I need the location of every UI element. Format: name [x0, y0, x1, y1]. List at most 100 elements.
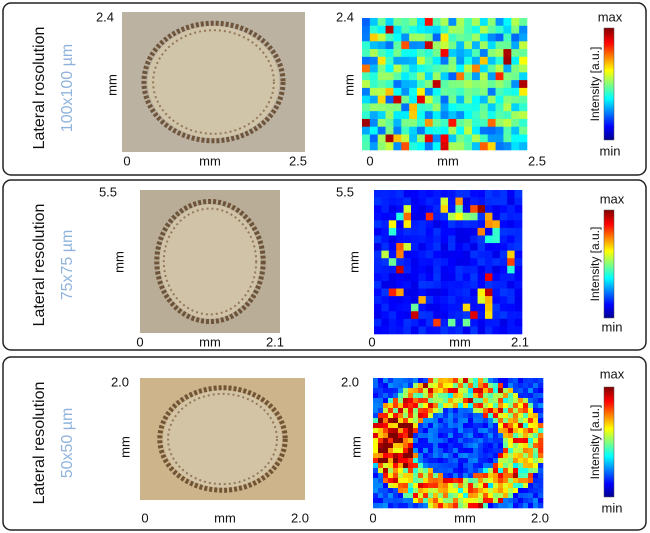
heatmap-pixel [378, 423, 384, 429]
heatmap-pixel [458, 423, 464, 429]
heatmap-pixel [513, 478, 519, 484]
heatmap-pixel [448, 463, 454, 469]
tissue-ring [154, 198, 266, 325]
heatmap-pixel [433, 438, 439, 444]
heatmap-pixel [488, 383, 494, 389]
heatmap-pixel [428, 388, 434, 394]
heatmap-pixel [508, 478, 514, 484]
heatmap-pixel [456, 95, 465, 104]
heatmap-pixel [443, 438, 449, 444]
heatmap-pixel [492, 280, 501, 289]
heatmap-pixel [378, 443, 384, 449]
heatmap-pixel [398, 458, 404, 464]
heatmap-pixel [470, 326, 478, 335]
heatmap-pixel [440, 87, 449, 96]
heatmap-pixel [538, 403, 544, 409]
heatmap-pixel [423, 453, 429, 459]
heatmap-pixel [425, 258, 434, 267]
heatmap-pixel [448, 18, 457, 27]
heatmap-pixel [477, 303, 486, 312]
heatmap-pixel [463, 468, 469, 474]
heatmap-pixel [468, 428, 474, 434]
heatmap-pixel [528, 473, 534, 479]
heatmap-pixel [498, 503, 504, 509]
heatmap-pixel [438, 478, 444, 484]
heatmap-pixel [403, 296, 412, 304]
heatmap-pixel [433, 250, 441, 259]
heatmap-pixel [424, 142, 434, 151]
heatmap-pixel [511, 18, 520, 27]
heatmap-pixel [492, 197, 501, 206]
heatmap-pixel [478, 423, 484, 429]
heatmap-pixel [528, 398, 534, 404]
heatmap-pixel [523, 448, 529, 454]
heatmap-pixel [417, 41, 426, 50]
heatmap-pixel [373, 413, 379, 419]
heatmap-pixel [492, 250, 501, 259]
heatmap-pixel [463, 453, 469, 459]
heatmap-pixel [455, 318, 464, 327]
heatmap-pixel [456, 72, 465, 81]
heatmap-pixel [485, 197, 493, 206]
heatmap-pixel [396, 303, 404, 312]
heatmap-pixel [438, 393, 444, 399]
heatmap-pixel [533, 498, 539, 504]
heatmap-pixel [440, 296, 449, 304]
heatmap-pixel [513, 493, 519, 499]
heatmap-pixel [487, 111, 496, 120]
heatmap-pixel [378, 478, 384, 484]
heatmap-pixel [440, 318, 449, 327]
heatmap-pixel [492, 265, 501, 274]
heatmap-pixel [492, 235, 501, 244]
heatmap-pixel [507, 288, 515, 297]
heatmap-pixel [483, 378, 489, 384]
heatmap-pixel [468, 458, 474, 464]
heatmap-pixel [478, 383, 484, 389]
heatmap-pixel [464, 25, 473, 34]
heatmap-pixel [518, 463, 524, 469]
heatmap-pixel [374, 273, 382, 282]
heatmap-pixel [538, 398, 544, 404]
heatmap-pixel [398, 483, 404, 489]
heatmap-pixel [493, 463, 499, 469]
heatmap-pixel [507, 318, 515, 327]
heatmap-pixel [493, 423, 499, 429]
heatmap-pixel [388, 311, 397, 320]
heatmap-pixel [487, 64, 496, 73]
heatmap-pixel [381, 220, 390, 229]
heatmap-pixel [388, 243, 397, 251]
heatmap-pixel [411, 318, 419, 327]
heatmap-pixel [538, 493, 544, 499]
heatmap-pixel [428, 438, 434, 444]
heatmap-pixel [409, 33, 418, 42]
heatmap-pixel [472, 33, 481, 42]
heatmap-pixel [478, 478, 484, 484]
heatmap-pixel [458, 383, 464, 389]
heatmap-pixel [378, 458, 384, 464]
heatmap-pixel [508, 398, 514, 404]
heatmap-pixel [440, 72, 449, 81]
heatmap-pixel [507, 205, 515, 214]
heatmap-pixel [396, 220, 404, 229]
heatmap-pixel [462, 235, 471, 244]
colorbar-title: Intensity [a.u.] [588, 47, 602, 122]
heatmap-pixel [508, 473, 514, 479]
heatmap-pixel [478, 413, 484, 419]
heatmap-pixel [362, 33, 371, 42]
heatmap-pixel [533, 473, 539, 479]
heatmap-pixel [423, 473, 429, 479]
heatmap-pixel [518, 393, 524, 399]
heatmap-pixel [432, 126, 441, 135]
heatmap-pixel [458, 488, 464, 494]
heatmap-pixel [455, 288, 464, 297]
heatmap-pixel [403, 453, 409, 459]
heatmap-pixel [417, 18, 426, 27]
heatmap-pixel [409, 25, 418, 34]
heatmap-pixel [453, 393, 459, 399]
colorbar [603, 386, 615, 498]
heatmap-pixel [408, 428, 414, 434]
heatmap-pixel [388, 318, 397, 327]
heatmap-pixel [423, 383, 429, 389]
heatmap-pixel [409, 126, 418, 135]
tissue-ring [157, 385, 288, 493]
